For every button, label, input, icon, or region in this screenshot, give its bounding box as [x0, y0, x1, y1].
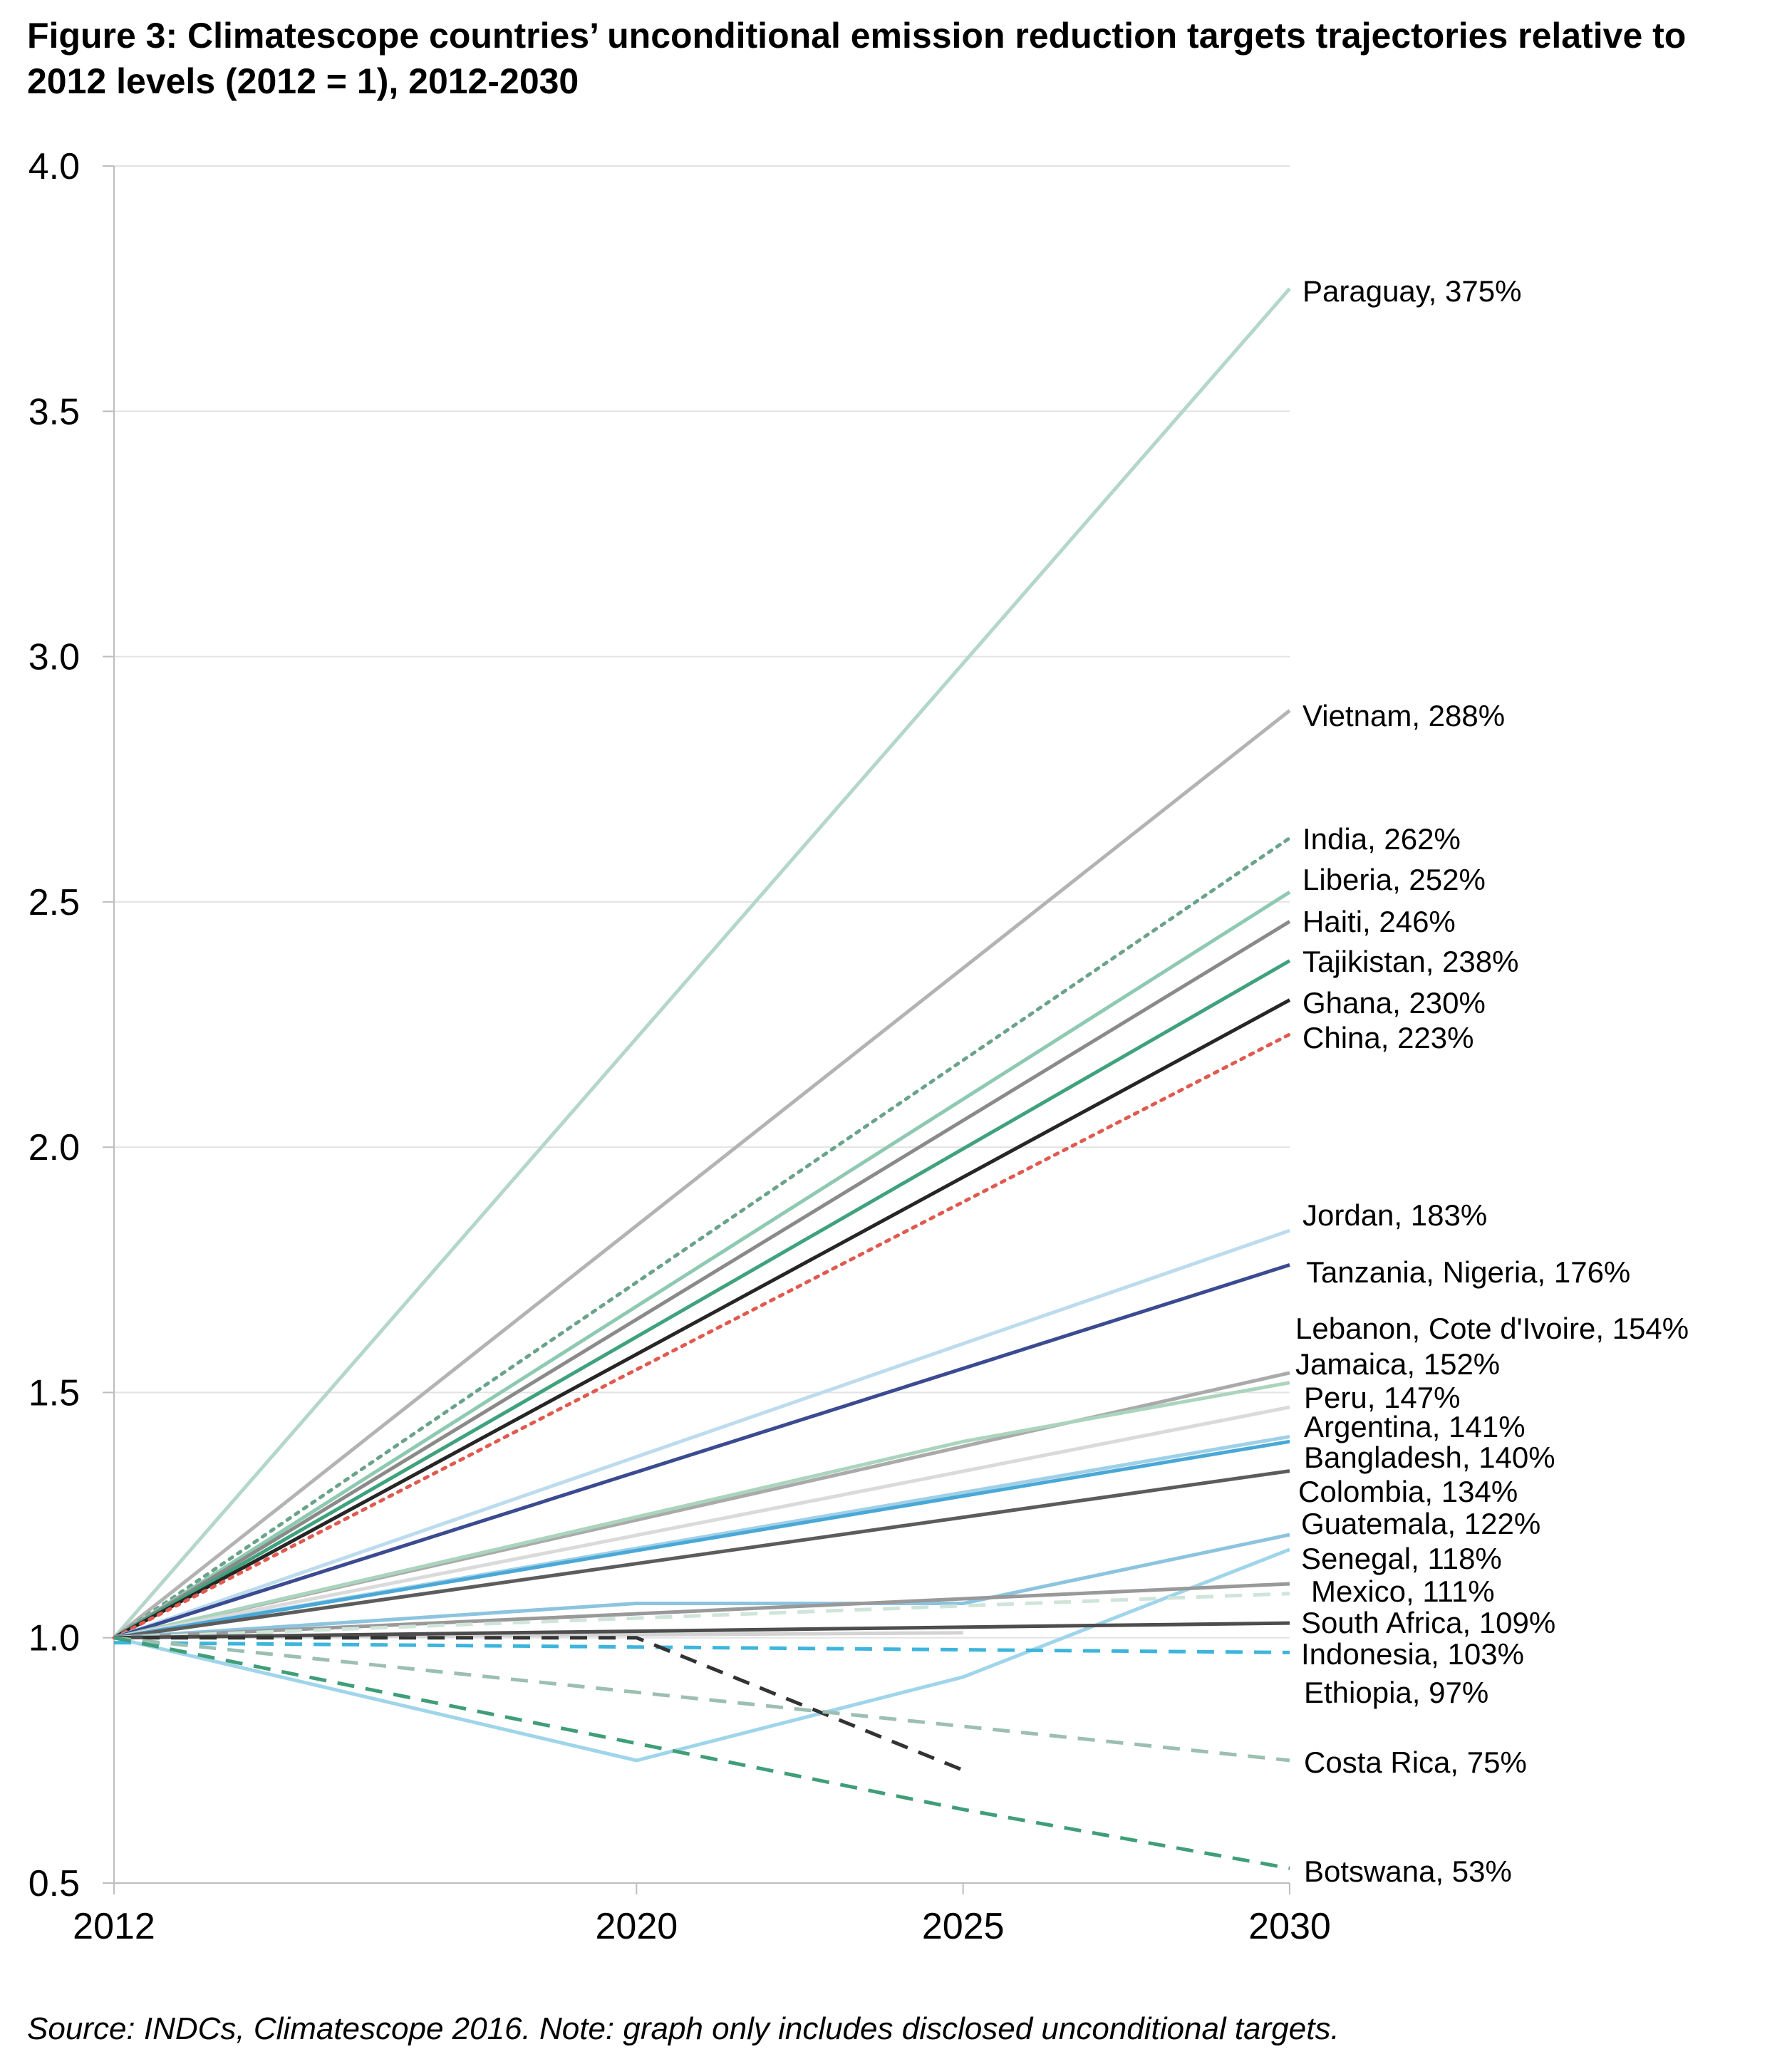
series-line-9: [113, 1228, 1290, 1640]
line-label: Peru, 147%: [1304, 1381, 1460, 1414]
series-line-13: [113, 1405, 1290, 1640]
y-tick-label: 3.0: [29, 637, 80, 678]
y-tick-label: 2.0: [29, 1127, 80, 1168]
grid-lines: [114, 165, 1290, 1639]
series-line-25: [113, 1636, 1290, 1763]
series-line-23: [113, 1641, 1290, 1654]
line-label: Jordan, 183%: [1302, 1198, 1487, 1232]
series-line-4: [113, 890, 1291, 1639]
y-tick-label: 4.0: [29, 146, 80, 187]
y-tick-label: 2.5: [29, 882, 80, 923]
line-label: Costa Rica, 75%: [1304, 1746, 1527, 1779]
chart-title: Figure 3: Climatescope countries’ uncond…: [27, 16, 1687, 101]
line-label: Argentina, 141%: [1304, 1410, 1526, 1443]
series-line-22: [113, 1621, 1290, 1640]
series-line-15: [113, 1439, 1290, 1640]
line-label: Vietnam, 288%: [1302, 699, 1505, 732]
line-label: Bangladesh, 140%: [1304, 1441, 1555, 1474]
x-tick-label: 2025: [922, 1906, 1005, 1947]
x-tick-label: 2012: [73, 1906, 155, 1947]
series-line-24: [114, 1636, 964, 1772]
series-line-19: [113, 1582, 1290, 1640]
series-line-2: [113, 709, 1291, 1639]
line-labels: Paraguay, 375% Vietnam, 288% India, 262% Li…: [1295, 274, 1689, 1888]
line-label: Ghana, 230%: [1302, 986, 1486, 1020]
line-label: Senegal, 118%: [1301, 1542, 1502, 1575]
line-chart: 0.5 1.0 1.5 2.0 2.5 3.0 3.5 4.0 2012 2020 2025 2030…: [29, 146, 1689, 1947]
series-line-3: [112, 836, 1292, 1640]
series-line-20: [113, 1592, 1290, 1640]
series-line-16: [113, 1469, 1290, 1640]
line-label: China, 223%: [1302, 1021, 1474, 1054]
line-label: Colombia, 134%: [1298, 1475, 1518, 1508]
y-tick-label: 0.5: [29, 1863, 80, 1904]
x-tick-label: 2030: [1248, 1906, 1331, 1947]
source-note: Source: INDCs, Climatescope 2016. Note: …: [27, 2011, 1340, 2046]
line-label: Haiti, 246%: [1302, 905, 1456, 938]
series-line-18: [113, 1547, 1290, 1763]
line-label: Lebanon, Cote d'Ivoire, 154%: [1295, 1312, 1689, 1345]
line-label: Tajikistan, 238%: [1302, 945, 1519, 978]
series-line-7: [113, 998, 1291, 1639]
line-label: Jamaica, 152%: [1295, 1347, 1500, 1381]
line-label: Botswana, 53%: [1304, 1855, 1512, 1888]
line-label: Ethiopia, 97%: [1304, 1676, 1488, 1709]
series-line-17: [113, 1533, 1290, 1640]
line-label: Paraguay, 375%: [1302, 274, 1521, 308]
line-label: Indonesia, 103%: [1301, 1637, 1524, 1671]
axes: 0.5 1.0 1.5 2.0 2.5 3.0 3.5 4.0 2012 2020 2025 2030: [29, 146, 1331, 1947]
y-tick-label: 1.5: [29, 1372, 80, 1414]
y-tick-label: 3.5: [29, 391, 80, 432]
y-tick-label: 1.0: [29, 1618, 80, 1659]
line-label: Tanzania, Nigeria, 176%: [1306, 1255, 1630, 1289]
series-line-6: [113, 959, 1291, 1639]
line-label: India, 262%: [1302, 822, 1461, 856]
line-label: Mexico, 111%: [1311, 1575, 1495, 1608]
line-label: South Africa, 109%: [1301, 1606, 1555, 1639]
series-lines: [112, 287, 1292, 1870]
x-tick-label: 2020: [595, 1906, 678, 1947]
series-line-8: [112, 1032, 1292, 1640]
series-line-26: [113, 1636, 1290, 1870]
series-line-10: [113, 1263, 1290, 1640]
line-label: Guatemala, 122%: [1301, 1507, 1540, 1540]
series-line-1: [113, 287, 1291, 1639]
series-line-5: [113, 920, 1291, 1639]
line-label: Liberia, 252%: [1302, 863, 1486, 896]
series-line-12: [113, 1381, 1290, 1640]
